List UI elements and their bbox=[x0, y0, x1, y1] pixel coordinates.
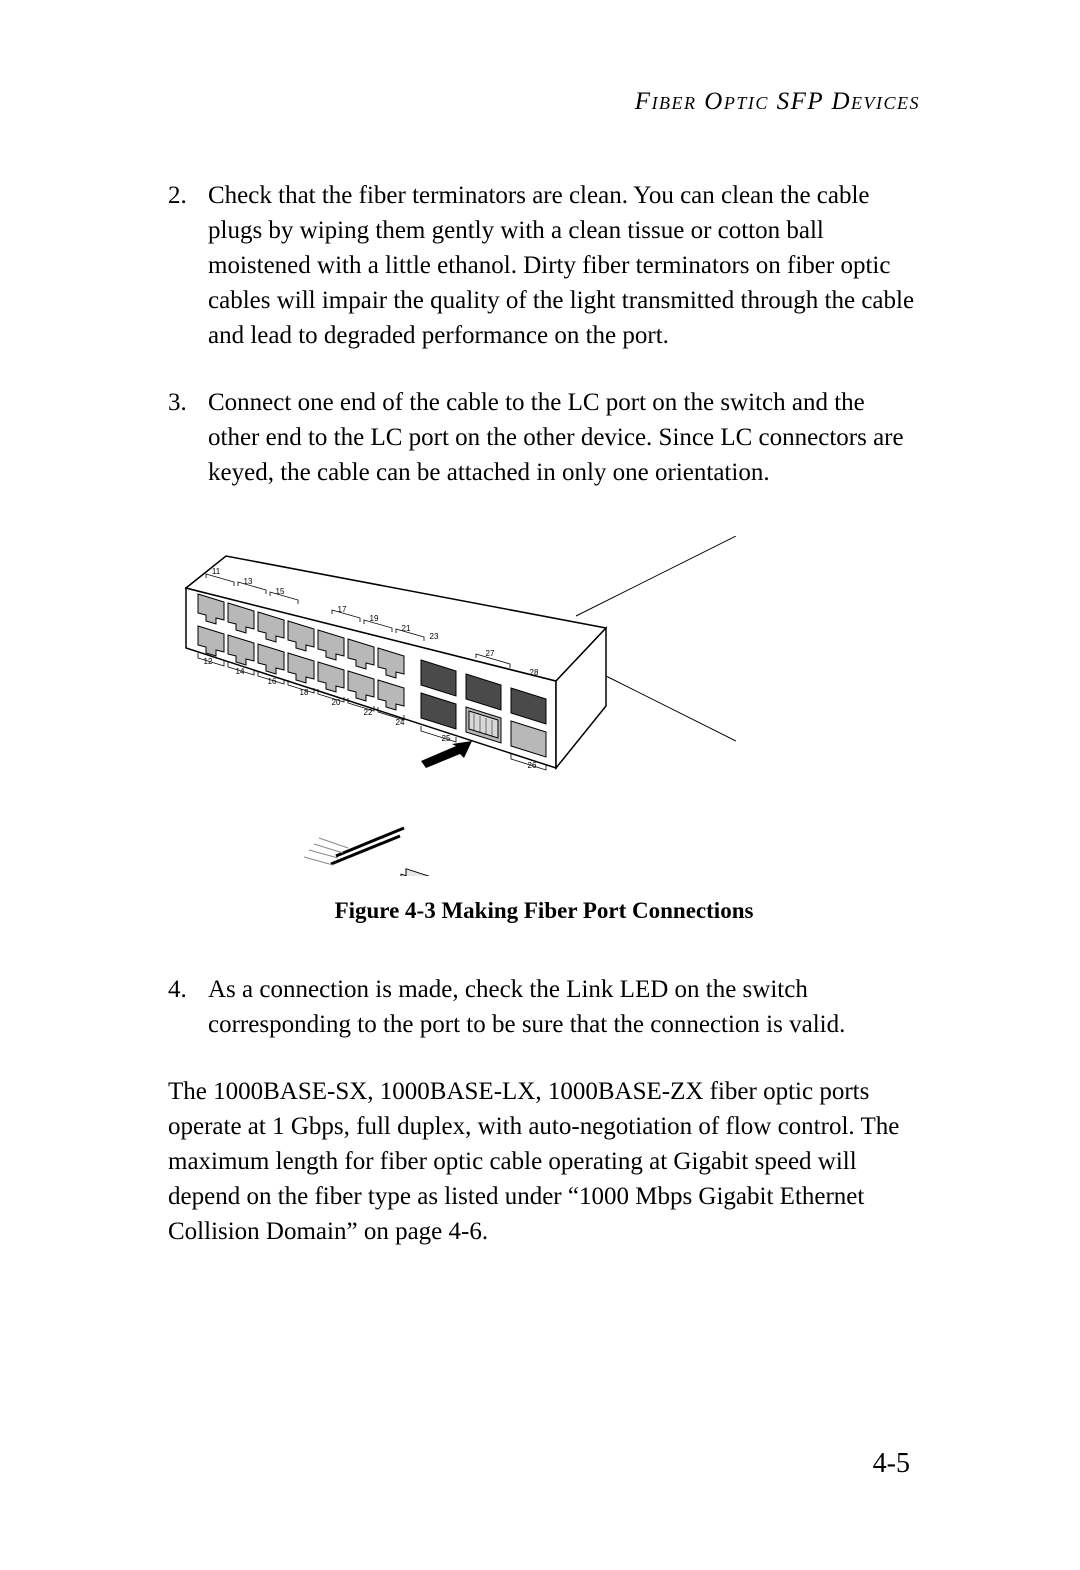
figure-container: 11 13 15 17 19 21 23 27 28 12 14 16 18 2… bbox=[168, 536, 920, 924]
port-label: 11 bbox=[212, 567, 221, 576]
instruction-number: 3. bbox=[168, 385, 208, 490]
port-label: 13 bbox=[244, 577, 253, 586]
port-label: 27 bbox=[486, 649, 495, 658]
port-label: 15 bbox=[276, 587, 285, 596]
instruction-item: 2. Check that the fiber terminators are … bbox=[168, 178, 920, 353]
instruction-number: 2. bbox=[168, 178, 208, 353]
switch-diagram: 11 13 15 17 19 21 23 27 28 12 14 16 18 2… bbox=[176, 536, 736, 876]
port-label: 19 bbox=[370, 614, 379, 623]
arrow-icon bbox=[421, 741, 472, 768]
port-label: 17 bbox=[338, 605, 347, 614]
page-number: 4-5 bbox=[873, 1448, 910, 1480]
instruction-item: 3. Connect one end of the cable to the L… bbox=[168, 385, 920, 490]
port-label: 24 bbox=[396, 718, 405, 727]
body-paragraph: The 1000BASE-SX, 1000BASE-LX, 1000BASE-Z… bbox=[168, 1074, 920, 1249]
instruction-text: Connect one end of the cable to the LC p… bbox=[208, 385, 920, 490]
port-label: 25 bbox=[442, 734, 451, 743]
port-label: 23 bbox=[430, 632, 439, 641]
page: Fiber Optic SFP Devices 2. Check that th… bbox=[0, 0, 1080, 1309]
page-header: Fiber Optic SFP Devices bbox=[168, 88, 920, 116]
port-label: 28 bbox=[530, 668, 539, 677]
figure-caption: Figure 4-3 Making Fiber Port Connections bbox=[168, 898, 920, 924]
port-label: 21 bbox=[402, 624, 411, 633]
instruction-item: 4. As a connection is made, check the Li… bbox=[168, 972, 920, 1042]
instruction-text: As a connection is made, check the Link … bbox=[208, 972, 920, 1042]
instruction-number: 4. bbox=[168, 972, 208, 1042]
instruction-text: Check that the fiber terminators are cle… bbox=[208, 178, 920, 353]
